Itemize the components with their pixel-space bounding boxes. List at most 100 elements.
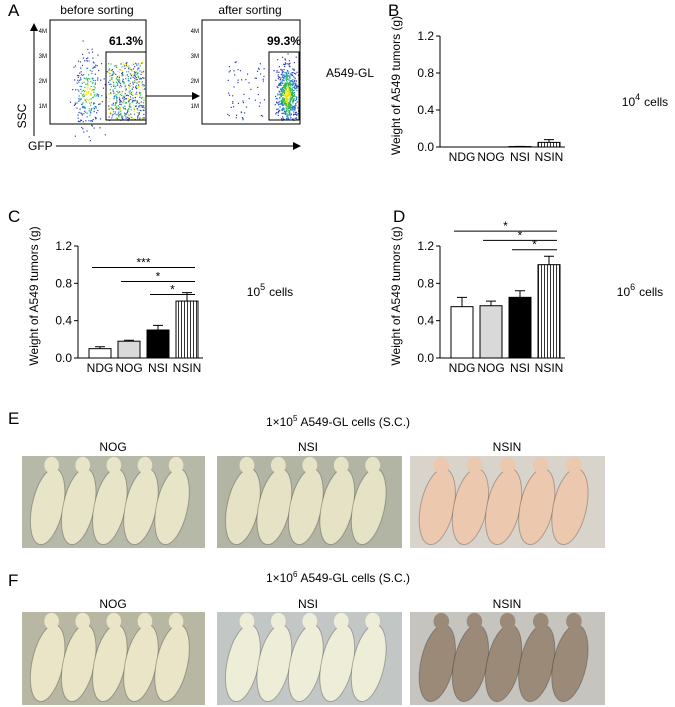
dot: [239, 70, 242, 72]
dot: [286, 90, 288, 92]
dot: [101, 95, 103, 97]
dot: [111, 115, 113, 117]
dot: [135, 102, 138, 104]
dot: [138, 67, 140, 69]
dot: [143, 77, 145, 79]
dot: [277, 112, 279, 114]
dot: [283, 98, 286, 100]
dot: [282, 104, 284, 107]
dot: [142, 83, 144, 86]
dot: [87, 86, 89, 89]
annotation-exponent: 5: [260, 282, 265, 292]
dot: [281, 103, 283, 105]
dot: [279, 106, 281, 108]
dot: [143, 104, 145, 107]
dot: [122, 106, 124, 108]
dot: [80, 103, 83, 106]
dot: [77, 114, 79, 116]
dot: [125, 88, 127, 90]
dot: [293, 109, 295, 111]
dot: [293, 83, 295, 85]
dot: [292, 72, 294, 74]
dot: [99, 118, 102, 120]
bar: [537, 264, 561, 359]
dot: [92, 118, 94, 121]
dot: [112, 102, 115, 104]
dot: [121, 66, 123, 68]
dot: [289, 80, 291, 82]
dot: [286, 104, 288, 106]
dot: [295, 96, 297, 98]
dot: [295, 105, 297, 107]
dot: [128, 66, 130, 68]
annotation-base: 10: [617, 285, 631, 299]
dot: [282, 99, 285, 101]
dot: [121, 75, 123, 77]
dot: [291, 94, 293, 96]
dot: [291, 97, 293, 99]
dot: [286, 70, 289, 72]
dot: [288, 60, 291, 62]
dot: [90, 102, 93, 104]
dot: [114, 87, 116, 90]
dot: [117, 115, 120, 117]
dot: [259, 102, 261, 104]
dot: [129, 90, 131, 92]
dot: [288, 71, 290, 73]
dot: [285, 85, 287, 88]
dot: [293, 98, 295, 100]
dot: [290, 104, 292, 106]
dot: [121, 90, 124, 93]
dot: [142, 105, 144, 107]
dot: [286, 98, 288, 100]
dot: [295, 99, 297, 101]
dot: [293, 68, 295, 71]
bar: [88, 348, 112, 359]
dot: [283, 76, 285, 79]
dot: [143, 99, 145, 101]
dot: [281, 93, 283, 95]
dot: [277, 86, 279, 89]
dot: [283, 100, 285, 102]
dot: [87, 92, 90, 94]
dot: [294, 86, 296, 88]
dot: [114, 103, 117, 105]
dot: [128, 91, 130, 93]
dot: [288, 92, 290, 95]
dot: [86, 112, 88, 114]
dot: [89, 78, 91, 80]
dot: [83, 95, 85, 97]
dot: [293, 76, 295, 78]
dot: [133, 100, 135, 102]
dot: [292, 105, 294, 107]
dot: [282, 94, 284, 96]
x-tick-label: NSI: [510, 150, 530, 164]
dot: [280, 88, 282, 90]
dot: [85, 78, 87, 80]
dot: [77, 76, 79, 78]
dot: [125, 62, 127, 65]
dot: [232, 106, 235, 108]
annotation-exponent: 4: [635, 92, 640, 102]
dot: [94, 73, 96, 75]
dot: [132, 83, 134, 85]
dot: [81, 82, 83, 84]
dot: [90, 85, 92, 88]
dot: [284, 90, 286, 92]
dot: [121, 116, 124, 118]
dot: [88, 108, 90, 110]
dot: [287, 96, 289, 98]
dot: [114, 65, 116, 67]
dot: [287, 83, 290, 85]
mouse-head: [137, 612, 153, 630]
dot: [127, 108, 129, 110]
dot: [74, 65, 77, 67]
dot: [134, 99, 136, 101]
gate-percent: 61.3%: [109, 34, 143, 48]
dot: [91, 82, 94, 84]
dot: [294, 107, 296, 109]
mouse-head: [566, 612, 582, 630]
mouse-head: [106, 612, 122, 630]
dot: [108, 81, 110, 83]
dot: [138, 81, 140, 83]
